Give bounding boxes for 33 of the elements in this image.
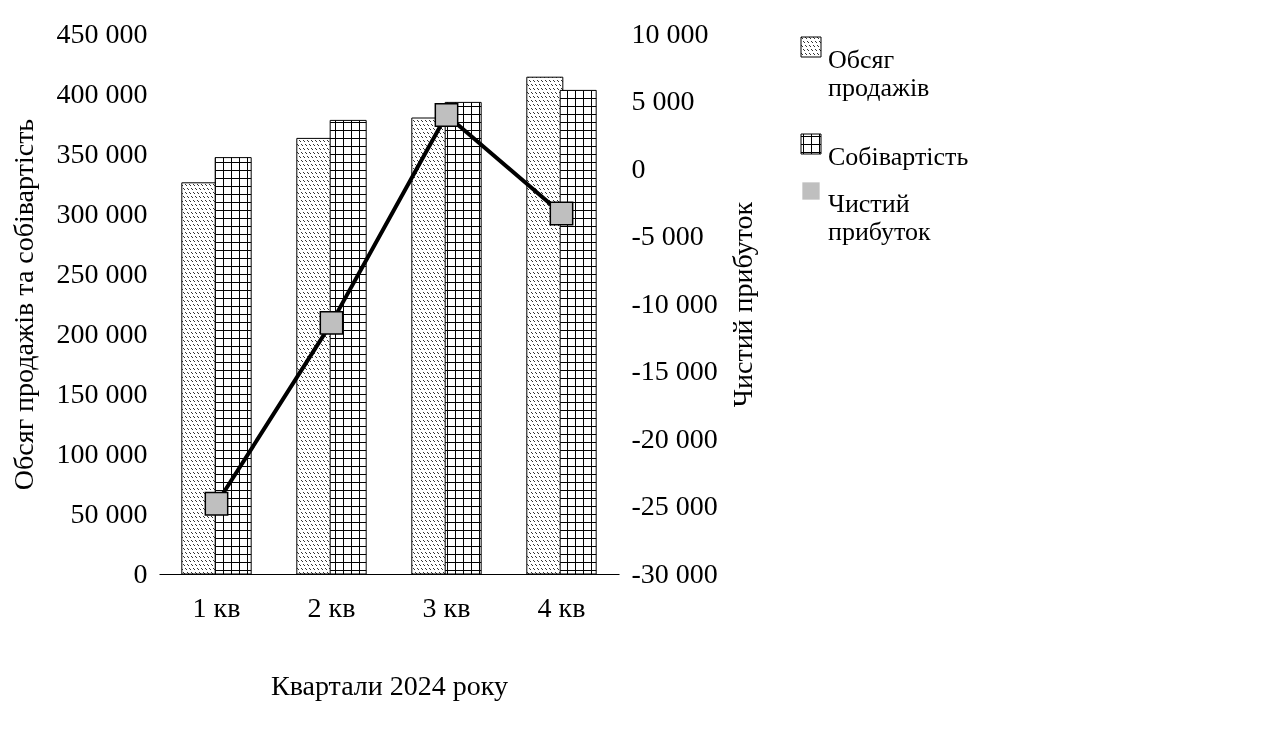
- point: [204, 491, 229, 516]
- y2-tick-label: -25 000: [631, 490, 718, 521]
- y-tick-label: 50 000: [70, 497, 148, 529]
- x-axis-title: Квартали 2024 року: [270, 669, 509, 701]
- y-axis-title: Обсяг продажів та собівартість: [7, 118, 39, 491]
- y-tick-label: 300 000: [56, 197, 148, 229]
- y2-tick-label: -10 000: [631, 287, 718, 319]
- y-tick-label: 450 000: [56, 17, 148, 49]
- legend-label: Чистий прибуток: [828, 189, 932, 246]
- y2-axis-title: Чистий прибуток: [726, 201, 758, 408]
- x-tick-label: 4 кв: [537, 591, 586, 623]
- y-tick-label: 250 000: [56, 257, 148, 289]
- point: [549, 201, 574, 226]
- point: [434, 103, 459, 127]
- y-tick-label: 350 000: [56, 137, 148, 169]
- y-tick-label: 150 000: [56, 377, 148, 409]
- x-tick-label: 3 кв: [422, 591, 471, 623]
- legend-label: Обсяг продажів: [828, 45, 930, 102]
- y-tick-label: 200 000: [56, 317, 148, 349]
- y-tick-label: 400 000: [56, 77, 148, 109]
- y2-tick-label: 5 000: [631, 85, 695, 116]
- y2-tick-label: 0: [631, 152, 646, 184]
- y2-tick-label: -30 000: [631, 557, 718, 589]
- y2-tick-label: 10 000: [631, 17, 709, 49]
- x-tick-label: 2 кв: [307, 591, 356, 623]
- y2-tick-label: -15 000: [631, 355, 718, 386]
- x-tick-label: 1 кв: [192, 591, 241, 623]
- point: [319, 310, 344, 335]
- y-tick-label: 0: [133, 557, 148, 589]
- y2-tick-label: -5 000: [631, 220, 704, 251]
- y-tick-label: 100 000: [56, 437, 148, 469]
- y2-tick-label: -20 000: [631, 422, 718, 454]
- legend-label: Собівартість: [828, 142, 969, 171]
